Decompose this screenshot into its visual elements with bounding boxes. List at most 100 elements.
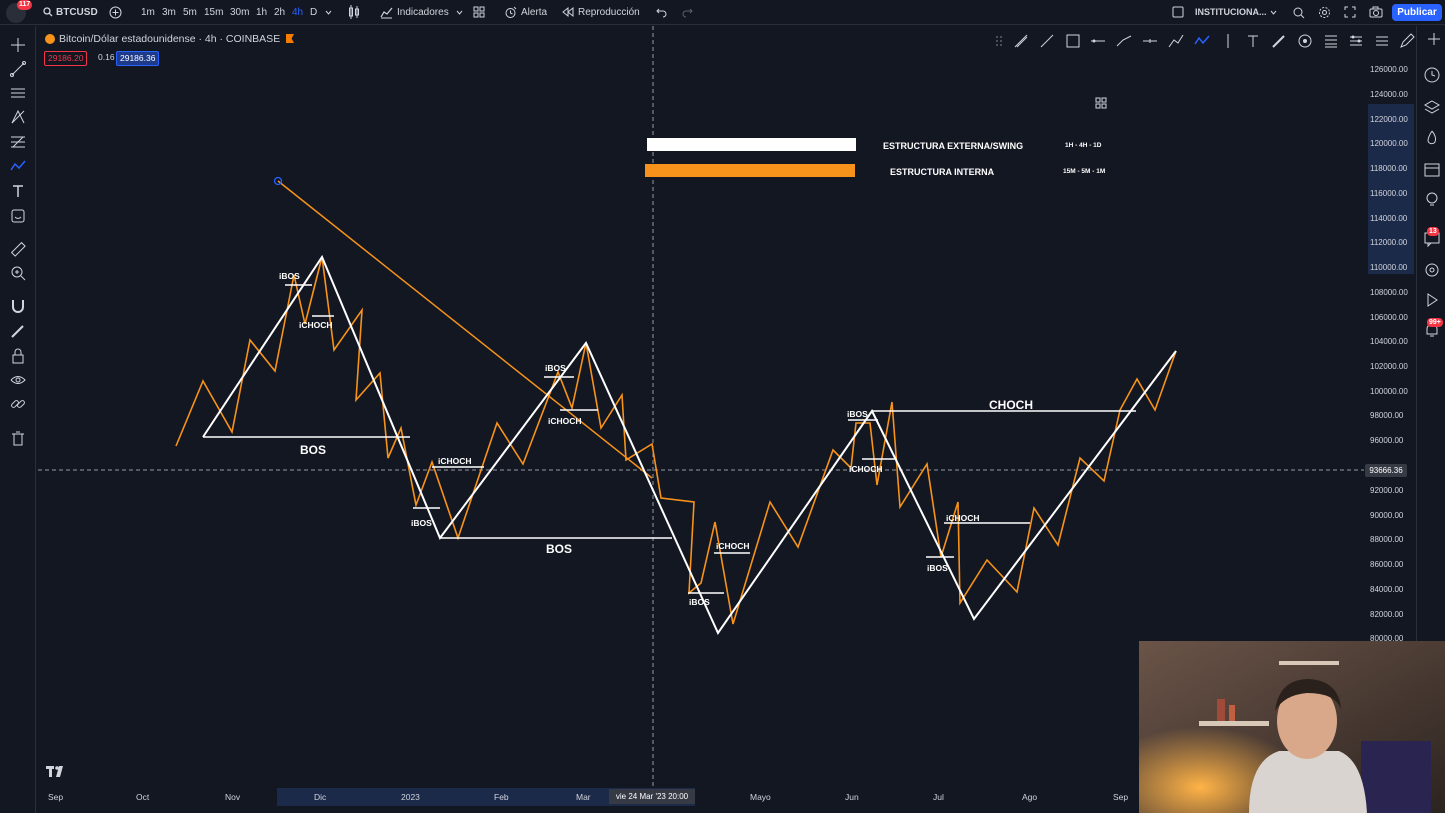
clock-icon[interactable] [1423,66,1441,84]
brush-icon[interactable] [1012,32,1030,50]
layers-icon[interactable] [1423,98,1441,116]
play-icon[interactable] [1423,291,1441,309]
external-structure-zigzag [202,254,1177,636]
time-tick: Nov [225,792,241,802]
add-symbol-icon[interactable] [109,0,122,25]
price-tick: 124000.00 [1370,90,1408,99]
settings-lines-icon[interactable] [1347,32,1365,50]
fib-retracement-icon[interactable] [9,133,27,151]
price-tick: 84000.00 [1370,585,1404,594]
object-tree-icon[interactable] [1094,96,1108,110]
interval-1h[interactable]: 1h [256,7,268,18]
ibos-label: iBOS [411,518,432,528]
sell-price[interactable]: 29186.20 [44,51,88,66]
candles-icon[interactable] [348,0,360,25]
flame-icon[interactable] [1423,129,1441,147]
rectangle-icon[interactable] [1064,32,1082,50]
eye-icon[interactable] [9,371,27,389]
interval-5m[interactable]: 5m [183,7,197,18]
price-tick: 106000.00 [1370,313,1408,322]
filter-lines-icon[interactable] [1373,32,1391,50]
interval-4h[interactable]: 4h [292,7,304,18]
buy-price[interactable]: 29186.36 [116,51,160,66]
horizontal-lines-icon[interactable] [9,84,27,102]
circle-target-icon[interactable] [1296,32,1314,50]
layouts-grid-icon[interactable] [473,0,485,25]
internal-structure-timeframes: 15M - 5M - 1M [1063,168,1106,175]
time-tick: 2023 [401,792,420,802]
path-icon[interactable] [1115,32,1133,50]
horizontal-line-icon[interactable] [1141,32,1159,50]
symbol-search[interactable]: BTCUSD [56,7,98,18]
alert-button[interactable]: Alerta [521,7,548,18]
pen-icon[interactable] [1398,32,1416,50]
chevron-down-icon[interactable] [325,0,332,25]
search-icon[interactable] [43,0,53,25]
fullscreen-icon[interactable] [1344,0,1356,25]
vertical-line-icon[interactable] [1219,32,1237,50]
price-tick: 122000.00 [1370,115,1408,124]
ruler-icon[interactable] [9,240,27,258]
indicators-button[interactable]: Indicadores [397,7,449,18]
crosshair-icon[interactable] [9,36,27,54]
interval-1m[interactable]: 1m [141,7,155,18]
chevron-down-icon[interactable] [1270,0,1277,25]
undo-icon[interactable] [656,0,667,25]
price-tick: 112000.00 [1370,238,1408,247]
broadcast-icon[interactable] [1423,261,1441,279]
polyline-icon[interactable] [1167,32,1185,50]
layout-square-icon[interactable] [1172,0,1184,25]
pitchfork-icon[interactable] [9,108,27,126]
text-icon[interactable] [1244,32,1262,50]
calendar-icon[interactable] [1423,160,1441,178]
chevron-down-icon[interactable] [456,0,463,25]
quick-search-icon[interactable] [1292,0,1305,25]
interval-30m[interactable]: 30m [230,7,250,18]
indicators-icon[interactable] [380,0,393,25]
alarm-clock-icon[interactable] [504,0,517,25]
flag-icon[interactable] [286,34,294,43]
list-icon[interactable] [1322,32,1340,50]
price-tick: 100000.00 [1370,387,1408,396]
text-tool-icon[interactable] [9,182,27,200]
interval-d[interactable]: D [310,7,318,18]
link-icon[interactable] [9,395,27,413]
pencil-lock-icon[interactable] [9,322,27,340]
magnet-icon[interactable] [9,297,27,315]
interval-3m[interactable]: 3m [162,7,176,18]
zigzag-icon[interactable] [1193,32,1211,50]
replay-button[interactable]: Reproducción [578,7,640,18]
zoom-in-icon[interactable] [9,264,27,282]
price-tick: 108000.00 [1370,288,1408,297]
publish-button[interactable]: Publicar [1392,4,1442,21]
trend-line-icon[interactable] [9,60,27,78]
interval-2h[interactable]: 2h [274,7,286,18]
lock-icon[interactable] [9,347,27,365]
interval-15m[interactable]: 15m [204,7,224,18]
emoji-icon[interactable] [9,207,27,225]
orange-trend-line [277,180,653,479]
ichoch-label: iCHOCH [946,513,980,523]
horizontal-ray-icon[interactable] [1089,32,1107,50]
gear-icon[interactable] [1318,0,1331,25]
redo-icon[interactable] [682,0,693,25]
tradingview-logo[interactable] [46,766,68,782]
ichoch-label: iCHOCH [438,456,472,466]
camera-icon[interactable] [1369,0,1383,25]
price-axis[interactable]: 126000.00 124000.00 122000.00 120000.00 … [1362,56,1416,643]
trash-icon[interactable] [9,429,27,447]
marker-icon[interactable] [1270,32,1288,50]
pattern-icon[interactable] [9,157,27,175]
external-structure-label: ESTRUCTURA EXTERNA/SWING [883,141,1024,151]
symbol-legend-title[interactable]: Bitcoin/Dólar estadounidense · 4h · COIN… [59,33,281,45]
drag-handle-icon[interactable] [995,32,1003,50]
line-icon[interactable] [1038,32,1056,50]
layout-name[interactable]: INSTITUCIONA... [1195,7,1267,17]
replay-icon[interactable] [562,0,574,25]
time-tick: Oct [136,792,150,802]
lightbulb-icon[interactable] [1423,191,1441,209]
time-axis[interactable]: Sep Oct Nov Dic 2023 Feb Mar Mayo Jun Ju… [36,786,1136,808]
internal-structure-zigzag [175,256,1177,625]
crosshair-settings-icon[interactable] [1427,32,1441,51]
time-tick: Jun [845,792,859,802]
